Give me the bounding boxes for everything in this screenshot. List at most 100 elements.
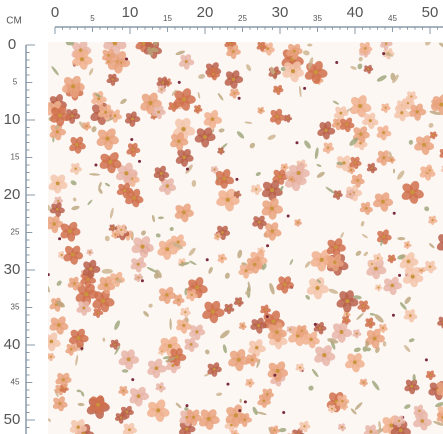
flower <box>373 192 394 212</box>
petal <box>387 48 393 54</box>
petal <box>303 420 309 427</box>
flower-center <box>283 282 287 287</box>
petal <box>322 146 329 152</box>
leaf <box>269 282 275 295</box>
petal <box>71 245 81 256</box>
flower-center <box>107 60 110 63</box>
flower <box>172 117 196 142</box>
petal <box>104 42 116 45</box>
flower-center <box>262 399 266 403</box>
leaf <box>198 74 206 79</box>
petal <box>157 77 164 84</box>
flower-center <box>167 343 172 348</box>
leaf <box>382 52 394 57</box>
petal <box>212 362 220 370</box>
flower-center <box>382 235 386 239</box>
flower <box>394 104 411 122</box>
leaf <box>141 230 146 236</box>
flower-center <box>319 257 324 262</box>
berry <box>226 382 230 386</box>
unit-label: CM <box>6 16 22 27</box>
flower <box>256 42 267 52</box>
petal <box>409 180 420 193</box>
flower-center <box>368 119 372 123</box>
rulers: CM 0 5 10 15 20 25 30 35 40 45 50 0 5 10 15 20 25 30 35 40 4… <box>4 4 443 434</box>
flower-center <box>428 169 431 172</box>
flower <box>206 67 220 81</box>
flower <box>130 257 147 273</box>
flower-center <box>299 366 302 369</box>
petal <box>436 241 443 251</box>
petal <box>270 180 280 191</box>
flower-center <box>225 197 230 202</box>
flower <box>408 103 427 121</box>
leaf <box>165 356 176 363</box>
petal <box>237 297 243 303</box>
flower-center <box>54 303 58 306</box>
flower-center <box>255 346 259 350</box>
flower-center <box>406 259 411 264</box>
leaf <box>429 110 441 116</box>
petal <box>377 230 385 238</box>
petal <box>338 321 348 333</box>
flower-center <box>175 355 179 359</box>
flower <box>52 396 68 412</box>
petal <box>75 136 84 146</box>
flower <box>413 411 432 431</box>
flower <box>376 150 392 166</box>
flower-center <box>213 168 216 171</box>
leaf <box>307 43 313 47</box>
flower-center <box>184 311 187 314</box>
flower-center <box>80 57 85 62</box>
flower-center <box>365 207 368 210</box>
petal <box>198 417 210 427</box>
petal <box>276 361 286 372</box>
leaf <box>404 296 411 304</box>
leaf <box>197 92 201 99</box>
left-ruler-label: 25 <box>11 228 20 237</box>
flower <box>131 236 154 258</box>
petal <box>165 239 174 250</box>
leaf <box>151 214 156 223</box>
leaf <box>325 186 336 194</box>
leaf <box>404 345 411 353</box>
flower <box>299 420 311 433</box>
petal <box>189 337 196 345</box>
petal <box>130 111 137 120</box>
flower <box>116 182 134 199</box>
petal <box>233 429 238 434</box>
flower-center <box>58 402 62 405</box>
flower-center <box>384 106 387 109</box>
petal <box>107 48 114 56</box>
petal <box>364 42 370 49</box>
petal <box>226 45 234 53</box>
leaf <box>392 168 396 174</box>
flower <box>175 148 194 167</box>
flower-center <box>339 111 343 115</box>
flower <box>194 127 216 148</box>
flower <box>402 266 424 288</box>
petal <box>228 303 233 309</box>
petal <box>236 349 246 361</box>
berry <box>140 279 144 283</box>
petal <box>212 67 218 75</box>
flower <box>122 422 137 434</box>
flower-center <box>271 319 276 324</box>
flower-center <box>237 300 240 303</box>
berry <box>266 244 270 248</box>
berry <box>205 258 209 262</box>
flower-center <box>345 312 348 315</box>
petal <box>166 178 174 187</box>
flower-center <box>275 115 279 119</box>
petal <box>315 346 326 357</box>
leaf <box>289 259 294 266</box>
flower-center <box>57 323 61 327</box>
flower-center <box>384 42 388 45</box>
leaf <box>217 93 224 101</box>
flower <box>50 202 65 217</box>
flower-center <box>233 92 236 95</box>
flower <box>172 294 185 307</box>
petal <box>429 370 434 376</box>
flower-center <box>431 219 434 222</box>
left-ruler-label: 10 <box>4 111 21 128</box>
